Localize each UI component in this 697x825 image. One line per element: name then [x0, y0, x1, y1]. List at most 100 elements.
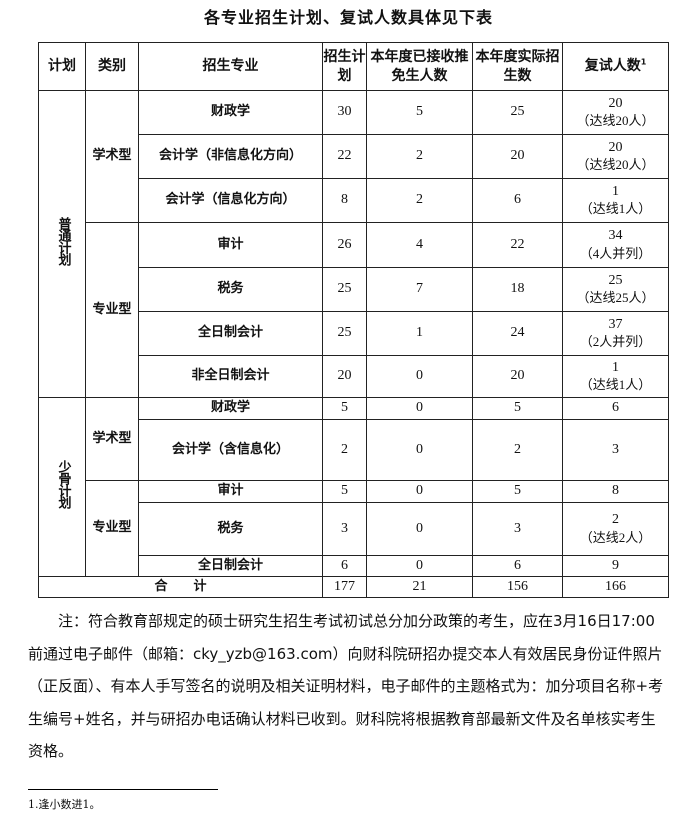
category-cell: 学术型 [85, 90, 139, 223]
footnote: 1.逢小数进1。 [28, 798, 101, 811]
major-cell: 审计 [138, 480, 323, 503]
retest-note: （2人并列） [579, 334, 652, 350]
exempt-cell: 0 [366, 480, 473, 503]
retest-cell: 8 [562, 480, 669, 503]
major-cell: 财政学 [138, 90, 323, 135]
retest-cell: 20 （达线20人） [562, 90, 669, 135]
actual-cell: 5 [472, 397, 563, 420]
retest-note: （达线1人） [579, 201, 652, 217]
quota-cell: 5 [322, 480, 367, 503]
quota-cell: 25 [322, 311, 367, 356]
actual-cell: 2 [472, 419, 563, 481]
table-header: 计划 类别 招生专业 招生计划 本年度已接收推免生人数 本年度实际招生数 复试人… [38, 42, 669, 91]
retest-cell: 9 [562, 555, 669, 577]
actual-cell: 25 [472, 90, 563, 135]
table-row: 全日制会计 6 0 6 9 [39, 555, 669, 577]
actual-cell: 24 [472, 311, 563, 356]
table-row: 会计学（信息化方向） 8 2 6 1 （达线1人） [39, 178, 669, 223]
exempt-cell: 7 [366, 267, 473, 312]
actual-cell: 6 [472, 178, 563, 223]
table-row: 普通计划 学术型 财政学 30 5 25 20 （达线20人） [38, 90, 669, 398]
quota-cell: 6 [322, 555, 367, 577]
category-cell: 专业型 [85, 480, 139, 577]
note-paragraph: 注：符合教育部规定的硕士研究生招生考试初试总分加分政策的考生，应在3月16日17… [28, 612, 664, 760]
exempt-cell: 5 [366, 90, 473, 135]
retest-cell: 25 （达线25人） [562, 267, 669, 312]
plan-group-cell: 普通计划 [38, 90, 86, 398]
quota-cell: 26 [322, 222, 367, 268]
actual-cell: 3 [472, 502, 563, 556]
header-category: 类别 [85, 42, 139, 91]
major-cell: 非全日制会计 [138, 355, 323, 398]
header-exempt: 本年度已接收推免生人数 [366, 42, 473, 91]
header-major: 招生专业 [138, 42, 323, 91]
exempt-cell: 0 [366, 419, 473, 481]
retest-note: （4人并列） [579, 245, 652, 261]
retest-note: （达线20人） [576, 113, 655, 129]
exempt-cell: 2 [366, 134, 473, 179]
major-cell: 税务 [138, 267, 323, 312]
actual-cell: 22 [472, 222, 563, 268]
actual-cell: 18 [472, 267, 563, 312]
quota-cell: 2 [322, 419, 367, 481]
total-label: 合 计 [38, 576, 323, 598]
actual-cell: 20 [472, 134, 563, 179]
enrollment-table: 计划 类别 招生专业 招生计划 本年度已接收推免生人数 本年度实际招生数 复试人… [38, 42, 669, 598]
retest-cell: 6 [562, 397, 669, 420]
header-quota: 招生计划 [322, 42, 367, 91]
retest-cell: 37 （2人并列） [562, 311, 669, 356]
quota-cell: 3 [322, 502, 367, 556]
total-row: 合 计 177 21 156 166 [38, 576, 669, 598]
actual-cell: 6 [472, 555, 563, 577]
quota-cell: 30 [322, 90, 367, 135]
quota-cell: 22 [322, 134, 367, 179]
total-quota: 177 [322, 576, 367, 598]
table-row: 专业型 审计 5 0 5 8 [39, 480, 669, 577]
retest-note: （达线25人） [576, 290, 655, 306]
actual-cell: 20 [472, 355, 563, 398]
exempt-cell: 0 [366, 502, 473, 556]
plan-group-cell: 少骨计划 [38, 397, 86, 577]
retest-note: （达线1人） [579, 377, 652, 393]
table-row: 专业型 审计 26 4 22 34 （4人并列） [39, 222, 669, 398]
retest-cell: 20 （达线20人） [562, 134, 669, 179]
table-row: 全日制会计 25 1 24 37 （2人并列） [39, 311, 669, 356]
major-cell: 会计学（非信息化方向） [138, 134, 323, 179]
retest-cell: 1 （达线1人） [562, 355, 669, 398]
category-cell: 学术型 [85, 397, 139, 481]
quota-cell: 20 [322, 355, 367, 398]
major-cell: 会计学（含信息化） [138, 419, 323, 481]
retest-cell: 1 （达线1人） [562, 178, 669, 223]
footnote-divider [28, 789, 218, 790]
major-cell: 税务 [138, 502, 323, 556]
major-cell: 全日制会计 [138, 555, 323, 577]
quota-cell: 5 [322, 397, 367, 420]
major-cell: 全日制会计 [138, 311, 323, 356]
total-exempt: 21 [366, 576, 473, 598]
major-cell: 财政学 [138, 397, 323, 420]
header-actual: 本年度实际招生数 [472, 42, 563, 91]
exempt-cell: 4 [366, 222, 473, 268]
table-row: 会计学（含信息化） 2 0 2 3 [39, 419, 669, 481]
header-retest: 复试人数1 [562, 42, 669, 91]
exempt-cell: 0 [366, 555, 473, 577]
table-row: 税务 25 7 18 25 （达线25人） [39, 267, 669, 312]
exempt-cell: 2 [366, 178, 473, 223]
retest-cell: 34 （4人并列） [562, 222, 669, 268]
exempt-cell: 1 [366, 311, 473, 356]
category-cell: 专业型 [85, 222, 139, 398]
retest-note: （达线2人） [579, 529, 652, 545]
total-retest: 166 [562, 576, 669, 598]
retest-cell: 3 [562, 419, 669, 481]
header-plan: 计划 [38, 42, 86, 91]
exempt-cell: 0 [366, 397, 473, 420]
major-cell: 审计 [138, 222, 323, 268]
exempt-cell: 0 [366, 355, 473, 398]
total-actual: 156 [472, 576, 563, 598]
table-row: 会计学（非信息化方向） 22 2 20 20 （达线20人） [39, 134, 669, 179]
quota-cell: 8 [322, 178, 367, 223]
table-row: 少骨计划 学术型 财政学 5 0 5 6 [38, 397, 669, 577]
quota-cell: 25 [322, 267, 367, 312]
retest-cell: 2 （达线2人） [562, 502, 669, 556]
major-cell: 会计学（信息化方向） [138, 178, 323, 223]
